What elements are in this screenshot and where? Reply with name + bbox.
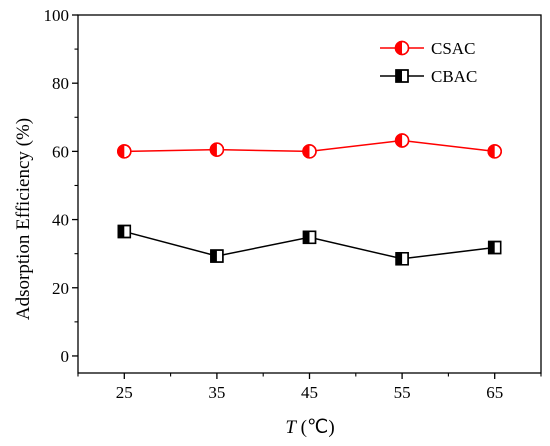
y-axis-title: Adsorption Efficiency (%) — [13, 118, 34, 320]
x-axis-title-unit: (℃) — [296, 417, 335, 438]
legend-label: CSAC — [431, 39, 475, 58]
data-point-csac-55 — [394, 133, 410, 148]
marker-fill — [396, 252, 403, 265]
series — [117, 133, 502, 266]
x-tick-label-35: 35 — [208, 383, 225, 402]
data-point-cbac-65 — [487, 240, 502, 255]
marker-edge — [394, 40, 410, 56]
y-tick-label-80: 80 — [52, 74, 69, 93]
data-point-csac-45 — [302, 144, 317, 159]
legend-item-cbac: CBAC — [380, 67, 477, 86]
x-axis-title-variable: T — [285, 417, 297, 438]
legend-label: CBAC — [431, 67, 477, 86]
marker-edge — [210, 249, 224, 263]
marker-edge — [302, 144, 317, 159]
marker-edge — [209, 142, 225, 157]
marker-edge — [487, 240, 502, 255]
x-tick-label-25: 25 — [116, 383, 133, 402]
marker-edge — [117, 224, 132, 239]
y-tick-label-100: 100 — [44, 6, 70, 25]
data-point-cbac-25 — [117, 224, 132, 239]
x-tick-label-45: 45 — [301, 383, 318, 402]
data-point-csac-25 — [117, 144, 132, 159]
y-tick-label-60: 60 — [52, 142, 69, 161]
x-tick-label-65: 65 — [486, 383, 503, 402]
data-point-cbac-55 — [395, 252, 409, 266]
legend-marker — [395, 69, 409, 83]
marker-fill — [396, 70, 402, 82]
legend-marker — [394, 40, 410, 56]
series-cbac — [117, 224, 502, 266]
marker-edge — [302, 230, 317, 245]
series-csac — [117, 133, 502, 159]
ticks: 0 20 40 60 80 100 25 35 45 55 65 — [44, 6, 542, 402]
y-tick-label-40: 40 — [52, 211, 69, 230]
y-tick-label-0: 0 — [61, 347, 70, 366]
marker-edge — [117, 144, 132, 159]
marker-edge — [395, 69, 409, 83]
y-tick-label-20: 20 — [52, 279, 69, 298]
marker-edge — [487, 144, 502, 159]
data-point-cbac-45 — [302, 230, 317, 245]
x-tick-label-55: 55 — [394, 383, 411, 402]
data-point-cbac-35 — [210, 249, 224, 263]
legend-item-csac: CSAC — [380, 39, 475, 58]
marker-fill — [303, 231, 310, 244]
data-point-csac-35 — [209, 142, 225, 157]
marker-fill — [488, 241, 495, 254]
marker-edge — [395, 252, 409, 266]
x-axis-title: T (℃) — [285, 417, 334, 438]
legend: CSAC CBAC — [380, 39, 477, 86]
marker-edge — [394, 133, 410, 148]
marker-fill — [210, 250, 217, 263]
marker-fill — [118, 225, 125, 238]
data-point-csac-65 — [487, 144, 502, 159]
